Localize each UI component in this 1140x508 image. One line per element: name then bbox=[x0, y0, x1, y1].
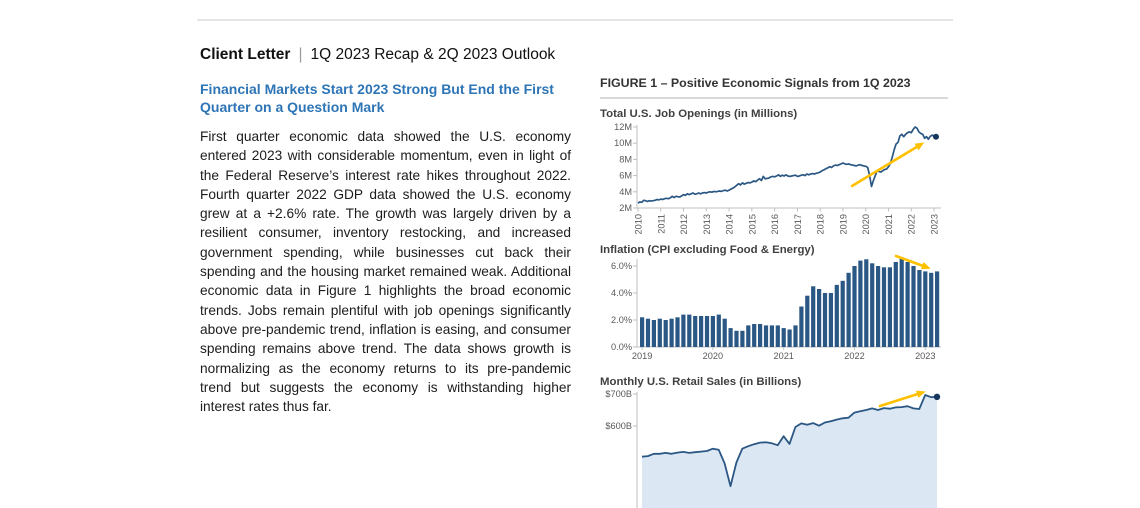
axis-tick-label: 2014 bbox=[725, 214, 735, 234]
axis-tick-label: $600B bbox=[605, 421, 632, 431]
job-openings-chart-title: Total U.S. Job Openings (in Millions) bbox=[600, 108, 798, 120]
axis-tick-label: 4M bbox=[619, 187, 632, 197]
document-title-label: Client Letter bbox=[200, 46, 291, 63]
axis-tick-label: 2022 bbox=[844, 351, 864, 361]
axis-tick-label: 2021 bbox=[884, 214, 894, 234]
axis-tick-label: 12M bbox=[614, 122, 632, 132]
article-heading: Financial Markets Start 2023 Strong But … bbox=[200, 81, 554, 115]
inflation-chart-title: Inflation (CPI excluding Food & Energy) bbox=[600, 244, 815, 256]
axis-tick-label: 2016 bbox=[770, 214, 780, 234]
inflation-down-arrow-icon bbox=[920, 262, 931, 270]
axis-tick-label: 8M bbox=[619, 154, 632, 164]
axis-tick-label: 2023 bbox=[915, 351, 935, 361]
figure-rule bbox=[600, 97, 948, 99]
axis-tick-label: 2020 bbox=[861, 214, 871, 234]
letter-column: Client Letter | 1Q 2023 Recap & 2Q 2023 Ou… bbox=[200, 46, 571, 416]
axis-tick-label: 2017 bbox=[793, 214, 803, 234]
axis-tick-label: 2023 bbox=[930, 214, 940, 234]
axis-tick-label: 2011 bbox=[656, 214, 666, 234]
axis-tick-label: 2.0% bbox=[611, 315, 632, 325]
axis-tick-label: 2020 bbox=[703, 351, 723, 361]
axis-tick-label: 2013 bbox=[702, 214, 712, 234]
retail-sales-chart: Monthly U.S. Retail Sales (in Billions) … bbox=[600, 376, 948, 508]
document-title: Client Letter | 1Q 2023 Recap & 2Q 2023 Ou… bbox=[200, 46, 571, 64]
axis-tick-label: 2012 bbox=[679, 214, 689, 234]
axis-tick-label: 2019 bbox=[632, 351, 652, 361]
axis-tick-label: 10M bbox=[614, 138, 632, 148]
axis-tick-label: 2010 bbox=[634, 214, 644, 234]
job-openings-chart: Total U.S. Job Openings (in Millions) 2M… bbox=[600, 108, 948, 246]
document-subtitle: 1Q 2023 Recap & 2Q 2023 Outlook bbox=[310, 46, 556, 63]
axis-tick-label: 2015 bbox=[747, 214, 757, 234]
job-openings-up-arrow-icon bbox=[914, 142, 925, 151]
axis-tick-label: 2022 bbox=[907, 214, 917, 234]
axis-tick-label: 2018 bbox=[816, 214, 826, 234]
retail-sales-latest-dot bbox=[933, 393, 941, 401]
axis-tick-label: $700B bbox=[605, 389, 632, 399]
retail-sales-chart-title: Monthly U.S. Retail Sales (in Billions) bbox=[600, 376, 802, 388]
inflation-chart: Inflation (CPI excluding Food & Energy) … bbox=[600, 244, 948, 366]
job-openings-latest-dot bbox=[932, 133, 939, 140]
inflation-plot: 0.0% 2.0% 4.0% 6.0% 2019 2020 2021 2022 2023 bbox=[611, 254, 941, 361]
document-title-separator: | bbox=[298, 46, 303, 63]
inflation-bars bbox=[640, 257, 940, 348]
axis-tick-label: 2021 bbox=[773, 351, 793, 361]
figure-column: FIGURE 1 – Positive Economic Signals fro… bbox=[600, 76, 948, 508]
axis-tick-label: 2019 bbox=[838, 214, 848, 234]
retail-sales-plot: $700B $600B bbox=[605, 389, 941, 508]
axis-tick-label: 6M bbox=[619, 171, 632, 181]
page-top-rule bbox=[197, 19, 953, 21]
article-body: First quarter economic data showed the U… bbox=[200, 129, 571, 415]
document-page: { "header": { "label": "Client Letter", … bbox=[197, 19, 953, 508]
job-openings-plot: 2M 4M 6M 8M 10M 12M 2010 2011 2012 2013 2014 2015 20… bbox=[614, 122, 941, 234]
figure-title: FIGURE 1 – Positive Economic Signals fro… bbox=[600, 76, 911, 90]
job-openings-line bbox=[637, 126, 937, 204]
axis-tick-label: 6.0% bbox=[611, 261, 632, 271]
axis-tick-label: 4.0% bbox=[611, 288, 632, 298]
axis-tick-label: 2M bbox=[619, 203, 632, 213]
retail-sales-up-arrow-icon bbox=[916, 390, 926, 398]
axis-tick-label: 0.0% bbox=[611, 342, 632, 352]
